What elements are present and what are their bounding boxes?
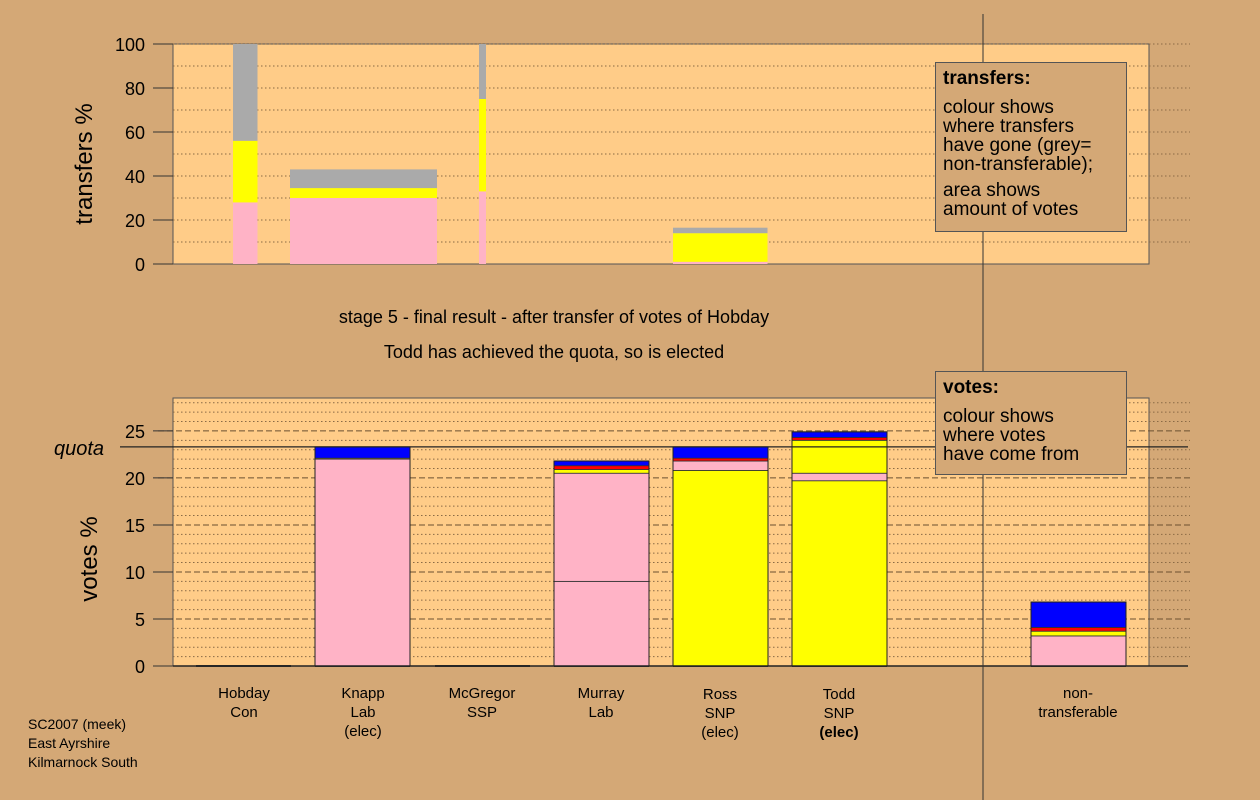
transfers-y-tick-label: 100 bbox=[115, 35, 145, 55]
votes-bar-segment bbox=[672, 457, 769, 462]
candidate-label-hobday: Hobday Con bbox=[184, 684, 304, 722]
candidate-party: Lab bbox=[350, 704, 376, 721]
votes-bar-segment bbox=[553, 580, 650, 667]
votes-legend-line: have come from bbox=[943, 444, 1080, 465]
votes-y-tick-label: 15 bbox=[125, 516, 145, 536]
votes-y-tick-label: 25 bbox=[125, 422, 145, 442]
candidate-party: SNP bbox=[823, 705, 855, 722]
candidate-label-todd: Todd SNP (elec) bbox=[779, 685, 899, 742]
votes-bar-segment bbox=[553, 472, 650, 582]
transfer-bar-segment bbox=[290, 198, 437, 264]
transfer-bar-segment bbox=[290, 188, 437, 198]
transfers-y-tick-label: 40 bbox=[125, 167, 145, 187]
transfer-bar-segment bbox=[673, 261, 768, 264]
candidate-party: Con bbox=[230, 704, 258, 721]
votes-bar-segment bbox=[553, 465, 650, 470]
votes-bar-segment bbox=[314, 458, 411, 667]
transfer-bar-segment bbox=[673, 227, 768, 234]
transfer-bar-segment bbox=[233, 44, 258, 141]
transfer-bar-segment bbox=[673, 233, 768, 262]
candidate-party: transferable bbox=[1038, 704, 1118, 721]
transfers-legend-line: have gone (grey= bbox=[943, 135, 1092, 156]
votes-legend-title: votes: bbox=[943, 377, 999, 398]
transfers-legend-line: area shows bbox=[943, 180, 1041, 201]
transfers-legend-line: non-transferable); bbox=[943, 154, 1093, 175]
votes-y-tick-label: 10 bbox=[125, 563, 145, 583]
votes-bar-segment bbox=[553, 469, 650, 474]
candidate-name: non- bbox=[1062, 685, 1094, 702]
candidate-name: McGregor bbox=[448, 685, 516, 702]
footer-line: SC2007 (meek) bbox=[28, 716, 127, 732]
stage-caption: stage 5 - final result - after transfer … bbox=[338, 307, 770, 327]
votes-y-tick-label: 0 bbox=[135, 657, 145, 677]
votes-bar-segment bbox=[1030, 635, 1127, 667]
transfer-bar-segment bbox=[479, 99, 486, 192]
transfers-y-tick-label: 60 bbox=[125, 123, 145, 143]
footer-line: East Ayrshire bbox=[28, 735, 111, 751]
transfers-y-tick-label: 80 bbox=[125, 79, 145, 99]
transfers-legend-line: colour shows bbox=[943, 97, 1054, 118]
candidate-party: Lab bbox=[588, 704, 614, 721]
candidate-label-mcgregor: McGregor SSP bbox=[422, 684, 542, 722]
votes-bar-segment bbox=[672, 470, 769, 667]
footer: SC2007 (meek) East Ayrshire Kilmarnock S… bbox=[28, 715, 138, 772]
transfer-bar-segment bbox=[233, 202, 258, 264]
votes-y-tick-label: 5 bbox=[135, 610, 145, 630]
votes-bar-segment bbox=[314, 446, 411, 459]
result-caption: Todd has achieved the quota, so is elect… bbox=[383, 342, 725, 362]
candidate-status: (elec) bbox=[344, 723, 382, 740]
candidate-name: Ross bbox=[702, 686, 738, 703]
candidate-party: SNP bbox=[704, 705, 736, 722]
quota-label: quota bbox=[54, 438, 104, 460]
candidate-status: (elec) bbox=[701, 724, 739, 741]
votes-bar-segment bbox=[553, 460, 650, 467]
transfers-y-axis-title: transfers % bbox=[71, 103, 98, 225]
votes-bar-segment bbox=[791, 472, 888, 482]
votes-y-tick-label: 20 bbox=[125, 469, 145, 489]
votes-bar-segment bbox=[791, 437, 888, 441]
transfers-legend-line: where transfers bbox=[943, 116, 1074, 137]
votes-bar-segment bbox=[1030, 601, 1127, 628]
transfer-bar-segment bbox=[479, 191, 486, 264]
candidate-name: Knapp bbox=[341, 685, 385, 702]
votes-bar-segment bbox=[791, 480, 888, 667]
votes-bar-segment bbox=[672, 460, 769, 471]
candidate-name: Murray bbox=[577, 685, 625, 702]
transfers-legend-line: amount of votes bbox=[943, 199, 1079, 220]
votes-bar-segment bbox=[672, 446, 769, 459]
votes-legend-line: colour shows bbox=[943, 406, 1054, 427]
footer-line: Kilmarnock South bbox=[28, 754, 138, 770]
votes-bar-segment bbox=[791, 439, 888, 474]
transfers-legend-title: transfers: bbox=[943, 68, 1031, 89]
candidate-label-ross: Ross SNP (elec) bbox=[660, 685, 780, 742]
votes-legend-line: where votes bbox=[943, 425, 1046, 446]
votes-bar-segment bbox=[1030, 630, 1127, 637]
candidate-label-knapp: Knapp Lab (elec) bbox=[303, 684, 423, 741]
transfer-bar-segment bbox=[233, 140, 258, 203]
candidate-status: (elec) bbox=[819, 724, 859, 741]
candidate-name: Hobday bbox=[218, 685, 270, 702]
transfer-bar-segment bbox=[290, 169, 437, 189]
votes-bar-segment bbox=[1030, 627, 1127, 632]
transfers-y-tick-label: 20 bbox=[125, 211, 145, 231]
transfers-y-tick-label: 0 bbox=[135, 255, 145, 275]
candidate-label-non-transferable: non- transferable bbox=[1018, 684, 1138, 722]
transfer-bar-segment bbox=[479, 44, 486, 99]
votes-legend: votes: colour shows where votes have com… bbox=[935, 371, 1127, 475]
candidate-name: Todd bbox=[822, 686, 856, 703]
candidate-party: SSP bbox=[466, 704, 497, 721]
transfers-legend: transfers: colour shows where transfers … bbox=[935, 62, 1127, 232]
candidate-label-murray: Murray Lab bbox=[541, 684, 661, 722]
votes-y-axis-title: votes % bbox=[76, 516, 103, 602]
votes-bar-segment bbox=[791, 431, 888, 438]
